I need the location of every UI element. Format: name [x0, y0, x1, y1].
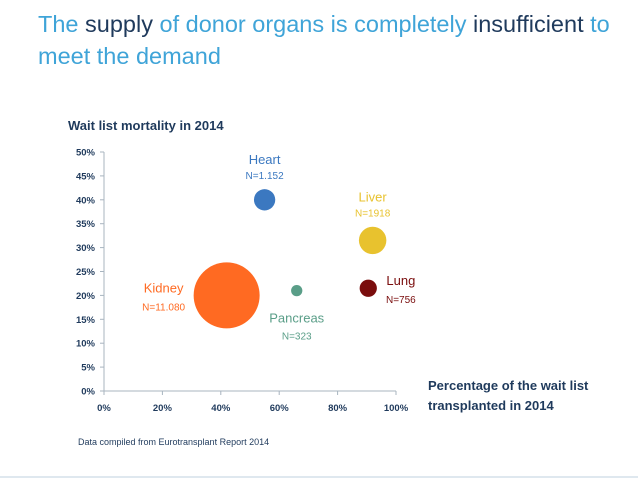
- chart-title: Wait list mortality in 2014: [68, 118, 224, 133]
- y-tick-label: 10%: [76, 339, 96, 350]
- pancreas-label: Pancreas: [269, 310, 324, 325]
- y-tick-label: 35%: [76, 219, 96, 230]
- footer-divider: [0, 476, 638, 478]
- pancreas-count-label: N=323: [282, 331, 312, 342]
- x-axis-title-line-1: Percentage of the wait list: [428, 378, 589, 393]
- y-tick-label: 50%: [76, 148, 96, 159]
- kidney-bubble: [193, 262, 260, 329]
- lung-count-label: N=756: [386, 295, 416, 306]
- title-part-3: of donor organs is completely: [152, 11, 473, 37]
- x-tick-label: 0%: [97, 403, 111, 414]
- y-tick-label: 20%: [76, 291, 96, 302]
- pancreas-bubble: [291, 284, 303, 297]
- y-tick-label: 25%: [76, 267, 96, 278]
- kidney-label: Kidney: [144, 280, 184, 295]
- lung-bubble: [359, 279, 377, 297]
- heart-count-label: N=1.152: [246, 171, 285, 182]
- x-tick-label: 40%: [211, 403, 231, 414]
- liver-label: Liver: [359, 190, 388, 205]
- x-axis-title: Percentage of the wait list transplanted …: [428, 376, 588, 416]
- slide-title: The supply of donor organs is completely…: [38, 8, 628, 72]
- y-tick-label: 30%: [76, 243, 96, 254]
- title-part-supply: supply: [85, 11, 153, 37]
- liver-count-label: N=1918: [355, 209, 391, 220]
- x-tick-label: 80%: [328, 403, 348, 414]
- x-tick-label: 100%: [384, 403, 409, 414]
- y-tick-label: 0%: [81, 387, 95, 398]
- kidney-count-label: N=11.080: [142, 302, 185, 313]
- x-tick-label: 60%: [270, 403, 290, 414]
- heart-label: Heart: [249, 152, 281, 167]
- heart-bubble: [253, 189, 276, 211]
- x-axis-title-line-2: transplanted in 2014: [428, 398, 554, 413]
- y-tick-label: 40%: [76, 195, 96, 206]
- liver-bubble: [358, 226, 387, 255]
- y-tick-label: 15%: [76, 315, 96, 326]
- y-tick-label: 5%: [81, 363, 95, 374]
- lung-label: Lung: [386, 273, 415, 288]
- y-tick-label: 45%: [76, 171, 96, 182]
- title-part-1: The: [38, 11, 86, 37]
- title-part-insufficient: insufficient: [473, 11, 584, 37]
- source-note: Data compiled from Eurotransplant Report…: [78, 437, 270, 447]
- x-tick-label: 20%: [153, 403, 173, 414]
- title-part-5: to meet the demand: [38, 11, 610, 69]
